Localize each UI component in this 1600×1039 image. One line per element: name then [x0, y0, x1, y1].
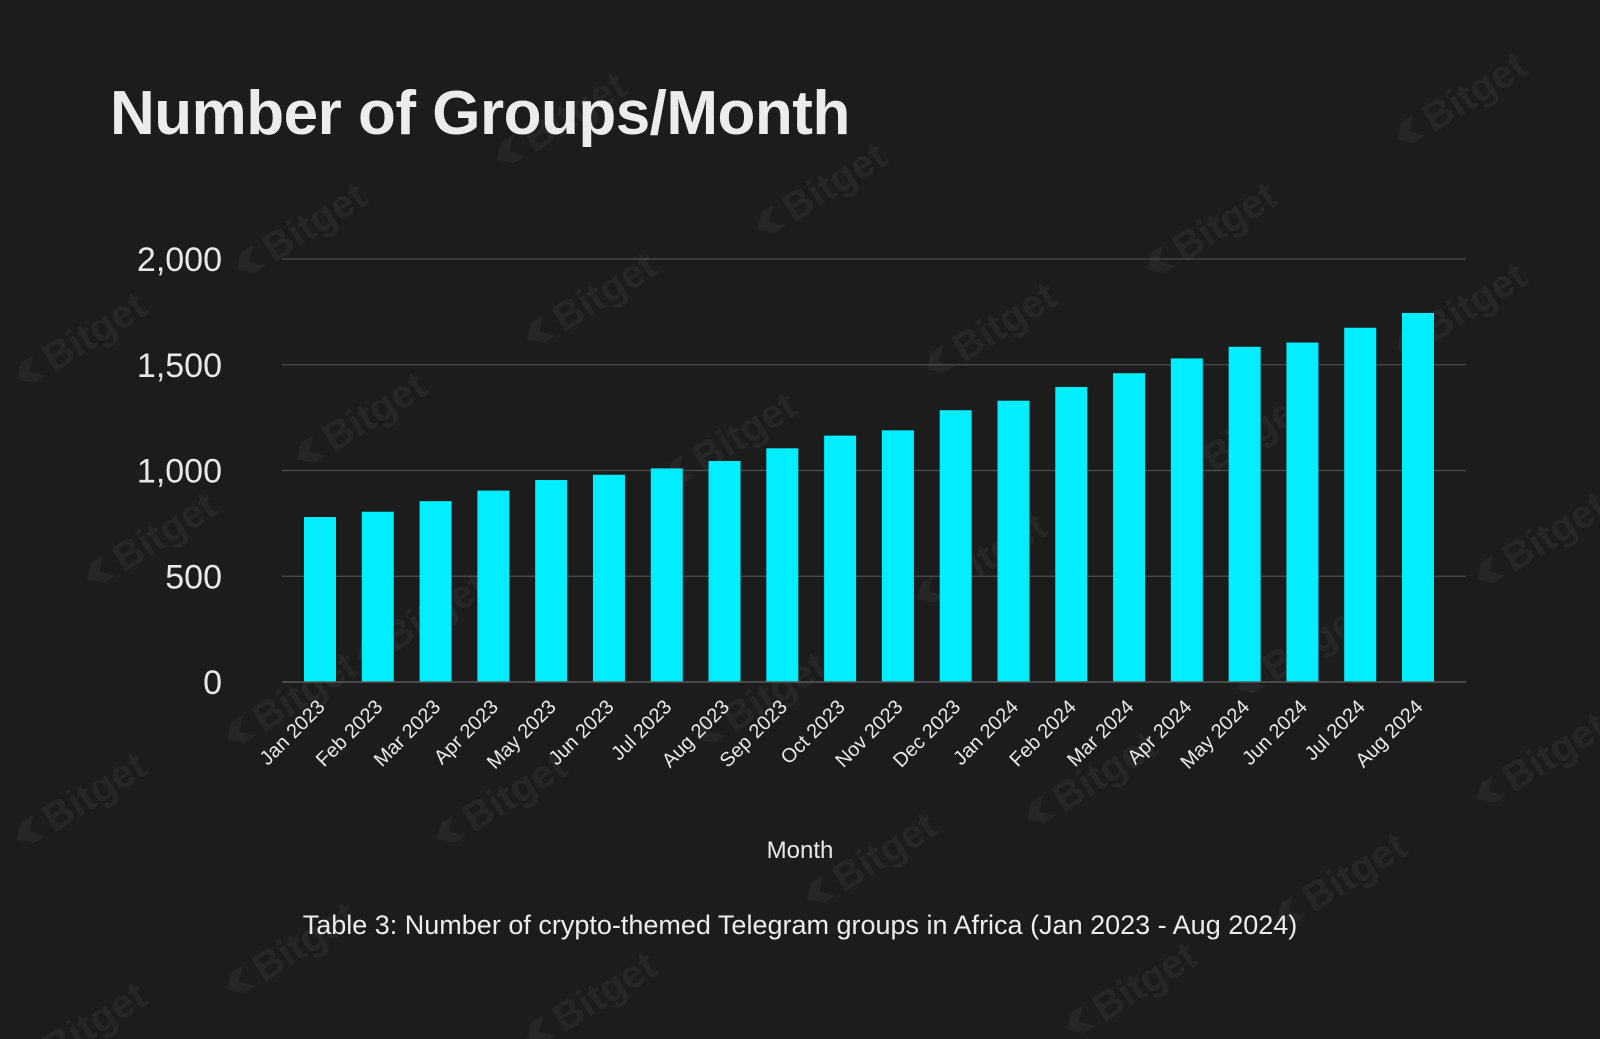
- y-tick-label: 2,000: [137, 241, 222, 279]
- y-tick-label: 1,500: [137, 347, 222, 385]
- bar: [997, 400, 1030, 682]
- bar: [766, 448, 799, 682]
- bar: [824, 435, 857, 682]
- bar: [535, 480, 568, 682]
- bar: [361, 511, 394, 682]
- x-axis-label: Month: [767, 837, 834, 864]
- bar: [304, 517, 336, 682]
- bar: [419, 501, 452, 682]
- bar: [1055, 386, 1088, 682]
- y-tick-label: 1,000: [137, 453, 222, 491]
- bar: [1170, 358, 1203, 682]
- bar: [1344, 327, 1377, 682]
- bar: [592, 474, 625, 682]
- bar: [1402, 312, 1434, 682]
- chart-caption: Table 3: Number of crypto-themed Telegra…: [302, 910, 1298, 940]
- bar: [477, 490, 510, 682]
- bar: [939, 410, 972, 682]
- y-tick-label: 500: [165, 558, 222, 596]
- bar: [1286, 342, 1319, 682]
- bar: [1113, 373, 1146, 682]
- bar: [1228, 346, 1261, 682]
- y-tick-label: 0: [203, 664, 222, 702]
- chart-title: Number of Groups/Month: [110, 79, 850, 148]
- bar: [708, 460, 741, 682]
- bar: [650, 468, 683, 682]
- bar: [881, 430, 914, 682]
